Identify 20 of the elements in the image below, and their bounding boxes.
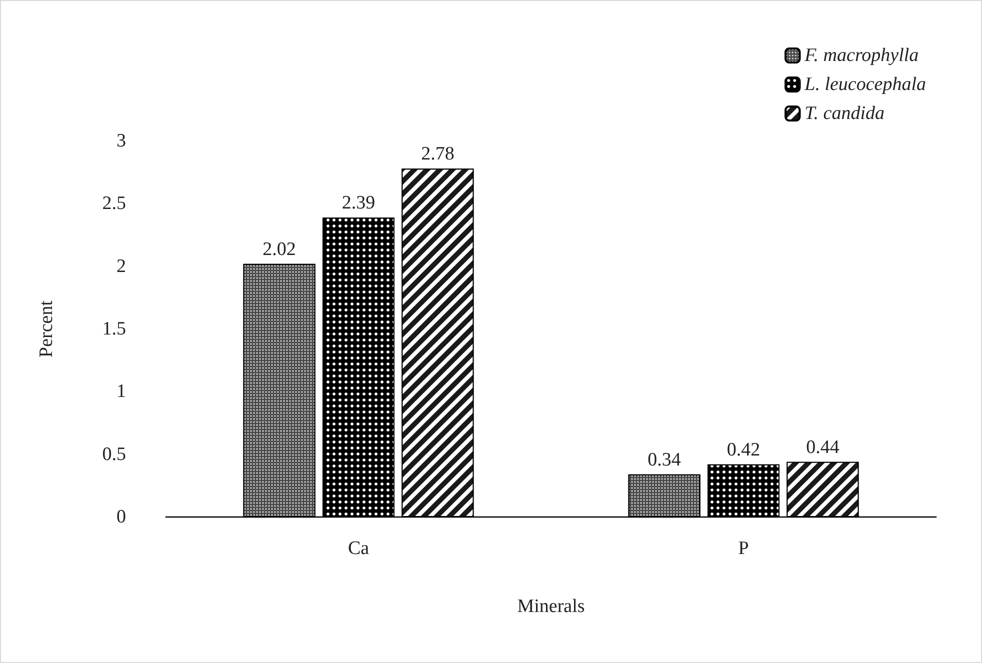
- y-tick-label: 0.5: [102, 444, 126, 465]
- data-label: 2.78: [421, 144, 454, 165]
- legend-label: T. candida: [804, 103, 885, 124]
- y-tick-label: 3: [116, 130, 126, 152]
- y-tick-label: 0: [116, 506, 126, 528]
- legend-label: F. macrophylla: [804, 45, 919, 66]
- data-label: 2.02: [262, 238, 296, 260]
- data-label: 2.39: [342, 192, 376, 214]
- y-tick-label: 1: [116, 381, 126, 402]
- x-tick-label: P: [738, 538, 749, 559]
- legend-label: L. leucocephala: [804, 74, 926, 95]
- y-axis-title: Percent: [36, 300, 57, 358]
- data-label: 0.44: [806, 436, 840, 458]
- y-tick-label: 1.5: [102, 318, 126, 340]
- data-label: 0.34: [648, 449, 682, 470]
- x-tick-label: Ca: [348, 538, 370, 559]
- y-tick-label: 2.5: [102, 193, 126, 214]
- data-label: 0.42: [726, 439, 760, 460]
- x-axis-title: Minerals: [517, 596, 585, 617]
- y-tick-label: 2: [116, 256, 126, 277]
